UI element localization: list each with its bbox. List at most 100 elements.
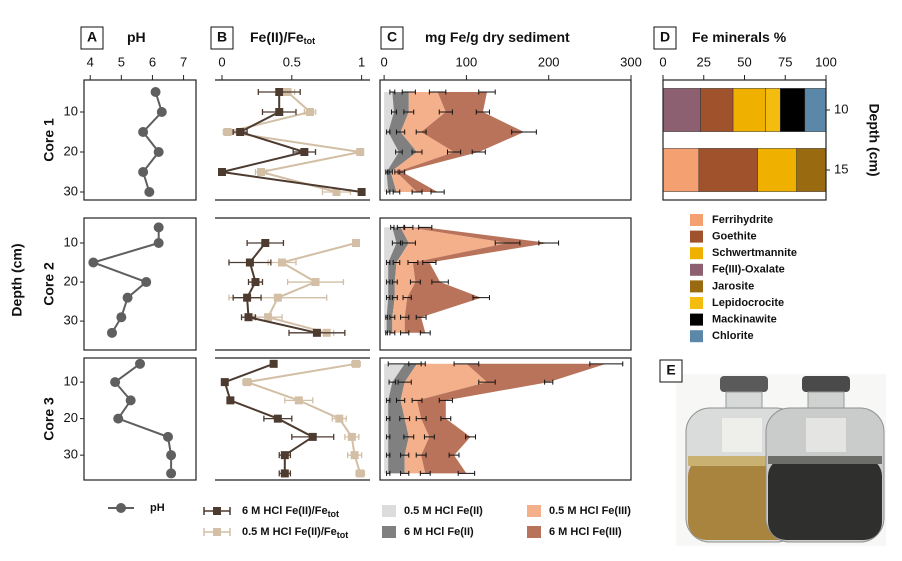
legend-label: 6 M HCl Fe(III) — [549, 526, 622, 538]
error-bar — [589, 361, 624, 367]
error-bar — [422, 260, 437, 266]
y-tick-label: 20 — [64, 273, 78, 288]
x-tick-label: 75 — [778, 54, 792, 69]
panel-letter-box — [80, 26, 104, 50]
legend-swatch — [690, 330, 703, 343]
error-bar — [401, 240, 416, 246]
error-bar — [386, 295, 391, 301]
x-tick-label: 0 — [380, 54, 387, 69]
row-label: Core 3 — [41, 397, 57, 441]
bottle-sticker — [806, 418, 846, 452]
panel-letter: B — [217, 29, 227, 45]
bottle-sticker — [722, 418, 762, 452]
error-bar — [411, 397, 423, 403]
data-point — [166, 450, 177, 461]
error-bar — [453, 361, 480, 367]
x-tick-label: 0 — [659, 54, 666, 69]
data-point — [261, 238, 270, 247]
y-tick-label: 10 — [64, 103, 78, 118]
data-point — [135, 358, 145, 369]
error-bar — [428, 89, 447, 95]
panel-letter-box — [653, 26, 677, 50]
data-point — [308, 432, 317, 441]
y-tick-label: 30 — [64, 447, 78, 462]
legend-label: Ferrihydrite — [712, 214, 773, 226]
legend-label: Fe(III)-Oxalate — [712, 264, 785, 276]
legend-swatch — [690, 297, 703, 309]
data-point — [113, 413, 124, 424]
error-bar — [392, 260, 401, 266]
data-point — [144, 187, 155, 197]
y-tick-label: 30 — [64, 183, 78, 198]
data-point — [275, 108, 284, 116]
error-bar — [396, 224, 405, 230]
error-bar — [386, 434, 391, 440]
bottle-cap — [720, 376, 768, 392]
data-area — [396, 92, 524, 192]
error-bar — [389, 89, 396, 95]
bar-segment — [765, 88, 781, 132]
data-point — [150, 87, 161, 97]
error-bar — [400, 470, 410, 476]
legend-marker — [116, 503, 126, 513]
bottle-neck — [807, 391, 845, 411]
error-bar — [388, 169, 393, 175]
panel-letter-box — [380, 26, 404, 50]
error-bar — [438, 397, 453, 403]
x-tick-label: 0 — [218, 54, 225, 69]
error-bar — [478, 379, 496, 385]
data-point — [236, 128, 245, 136]
x-tick-label: 7 — [180, 54, 187, 69]
plot-frame — [379, 217, 632, 351]
data-point — [141, 277, 152, 288]
legend-label-main: 6 M HCl Fe(II)/Fe — [242, 505, 328, 517]
panel-title: pH — [127, 29, 146, 45]
error-bar — [415, 314, 427, 320]
data-point — [125, 395, 136, 406]
error-bar — [391, 240, 402, 246]
y-tick-label: 20 — [64, 410, 78, 425]
data-area — [386, 227, 409, 333]
panel-title-main: Fe minerals % — [692, 29, 787, 45]
x-tick-label: 6 — [149, 54, 156, 69]
data-point — [226, 396, 235, 405]
y-tick-label: 10 — [834, 101, 848, 116]
data-point — [275, 88, 284, 96]
panel-title: mg Fe/g dry sediment — [425, 29, 570, 45]
error-bar — [385, 314, 388, 320]
data-area — [404, 227, 549, 333]
x-tick-label: 200 — [538, 54, 560, 69]
error-bar — [472, 295, 490, 301]
panel-letter: D — [660, 29, 670, 45]
data-point — [251, 278, 260, 287]
error-bar — [407, 260, 419, 266]
data-point — [273, 414, 282, 423]
error-bar — [400, 314, 410, 320]
y-tick-label: 10 — [64, 234, 78, 249]
data-point — [153, 222, 164, 233]
data-point — [350, 451, 359, 460]
error-bar — [391, 109, 397, 115]
legend-label: 0.5 M HCl Fe(II)/Fetot — [242, 526, 348, 540]
data-point — [110, 377, 121, 388]
legend-label: Goethite — [712, 231, 757, 243]
data-point — [273, 293, 282, 302]
error-bar — [538, 240, 560, 246]
panel-letter-box — [210, 26, 234, 50]
error-bar — [431, 279, 449, 285]
data-point — [352, 359, 361, 368]
bar-segment — [757, 148, 797, 192]
panel-letter-box — [659, 359, 683, 383]
data-point — [356, 148, 365, 156]
y-tick-label: 10 — [64, 374, 78, 389]
data-area — [384, 92, 399, 192]
data-point — [138, 167, 149, 177]
error-bar — [415, 416, 427, 422]
y-tick-label: 20 — [64, 143, 78, 158]
panel-title: Fe(II)/Fetot — [250, 29, 315, 47]
legend-swatch — [382, 505, 396, 517]
legend-swatch — [382, 526, 396, 538]
data-point — [347, 432, 356, 441]
error-bar — [403, 434, 415, 440]
